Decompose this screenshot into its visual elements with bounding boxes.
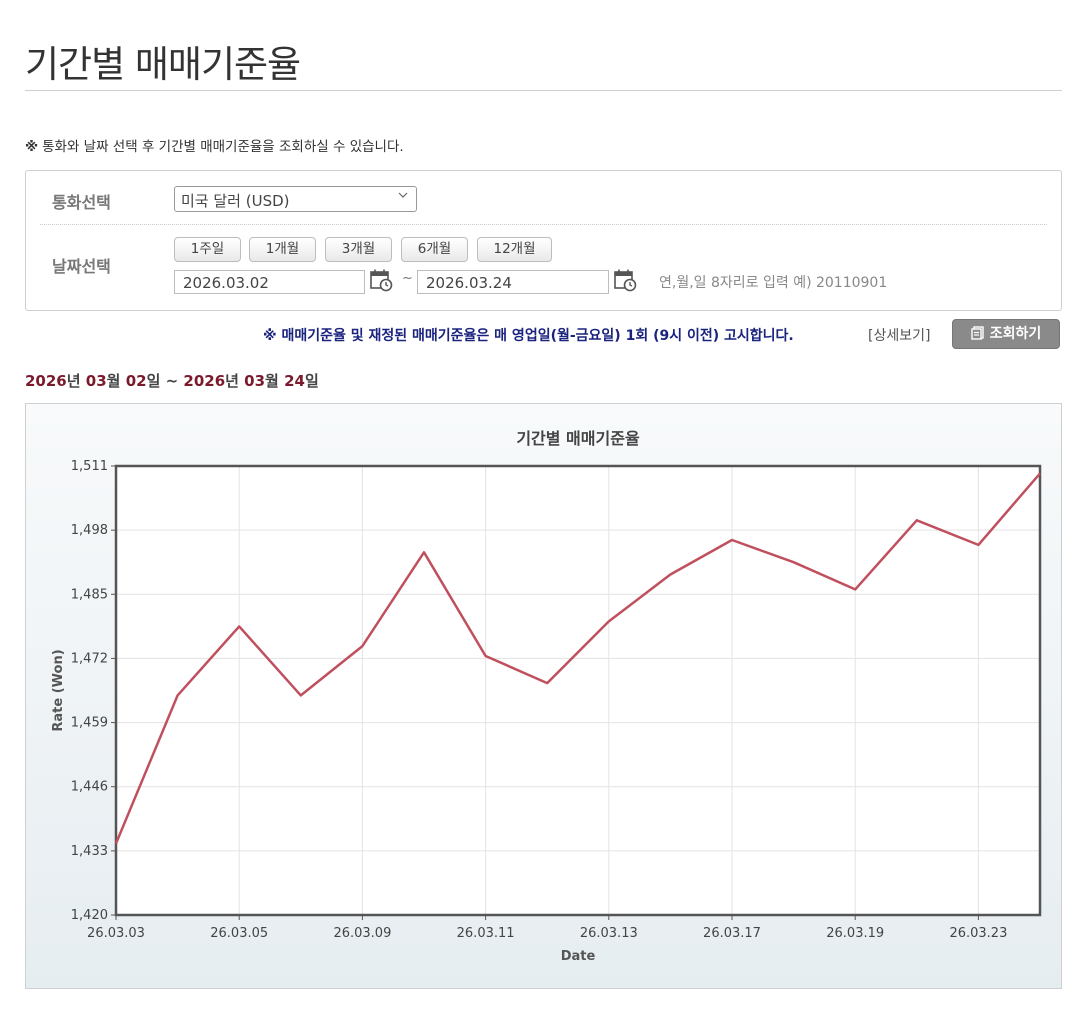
date-format-hint: 연,월,일 8자리로 입력 예) 20110901	[659, 275, 888, 291]
calendar-icon[interactable]	[369, 268, 393, 292]
x-tick-label: 26.03.09	[333, 926, 391, 941]
row-divider	[40, 224, 1047, 225]
chevron-down-icon	[398, 192, 408, 198]
search-button-label: 조회하기	[989, 326, 1042, 342]
y-tick-label: 1,446	[71, 780, 108, 795]
period-6month-button[interactable]: 6개월	[401, 237, 468, 262]
x-tick-label: 26.03.05	[210, 926, 268, 941]
end-date-input[interactable]: 2026.03.24	[417, 270, 609, 294]
y-tick-label: 1,472	[71, 651, 108, 666]
currency-select[interactable]: 미국 달러 (USD)	[174, 186, 417, 212]
plot-area	[116, 466, 1040, 915]
y-tick-label: 1,433	[71, 844, 108, 859]
publication-notice: ※ 매매기준율 및 재정된 매매기준율은 매 영업일(월-금요일) 1회 (9시…	[263, 328, 794, 344]
x-tick-label: 26.03.19	[826, 926, 884, 941]
selected-range: 2026년 03월 02일 ~ 2026년 03월 24일	[25, 372, 319, 390]
date-label: 날짜선택	[52, 257, 111, 276]
usage-notice: ※ 통화와 날짜 선택 후 기간별 매매기준율을 조회하실 수 있습니다.	[25, 135, 404, 155]
plot-border	[114, 464, 1042, 917]
y-axis-title: Rate (Won)	[51, 649, 66, 731]
notice-mark: ※	[25, 139, 39, 155]
period-3month-button[interactable]: 3개월	[325, 237, 392, 262]
x-tick-label: 26.03.13	[580, 926, 638, 941]
calendar-icon[interactable]	[613, 268, 637, 292]
x-tick-label: 26.03.03	[87, 926, 145, 941]
search-form: 통화선택 미국 달러 (USD) 날짜선택 1주일 1개월 3개월 6개월 12…	[25, 170, 1062, 311]
start-date-input[interactable]: 2026.03.02	[174, 270, 365, 294]
x-tick-label: 26.03.23	[949, 926, 1007, 941]
x-tick-label: 26.03.17	[703, 926, 761, 941]
x-axis-title: Date	[561, 949, 596, 964]
series-line	[114, 472, 1041, 844]
chart-title: 기간별 매매기준율	[516, 429, 640, 448]
y-tick-label: 1,420	[71, 908, 108, 923]
notice-text: 통화와 날짜 선택 후 기간별 매매기준율을 조회하실 수 있습니다.	[42, 139, 404, 155]
rate-line-chart: 1,420 1,433 1,446 1,459 1,472 1,485 1,498 1,511…	[51, 429, 1042, 964]
y-tick-label: 1,459	[71, 716, 108, 731]
title-divider	[25, 90, 1062, 91]
search-button[interactable]: 조회하기	[952, 319, 1060, 349]
period-1week-button[interactable]: 1주일	[174, 237, 241, 262]
period-12month-button[interactable]: 12개월	[477, 237, 552, 262]
rate-chart-panel: 1,420 1,433 1,446 1,459 1,472 1,485 1,498 1,511…	[25, 403, 1062, 989]
document-icon	[971, 326, 984, 340]
x-tick-label: 26.03.11	[457, 926, 515, 941]
period-1month-button[interactable]: 1개월	[249, 237, 316, 262]
y-tick-label: 1,511	[71, 459, 108, 474]
date-range-separator: ~	[402, 271, 413, 286]
detail-link[interactable]: [상세보기]	[868, 328, 931, 344]
y-tick-label: 1,498	[71, 523, 108, 538]
page-title: 기간별 매매기준율	[25, 43, 301, 86]
y-tick-label: 1,485	[71, 587, 108, 602]
currency-select-value: 미국 달러 (USD)	[181, 192, 290, 210]
currency-label: 통화선택	[52, 193, 111, 212]
